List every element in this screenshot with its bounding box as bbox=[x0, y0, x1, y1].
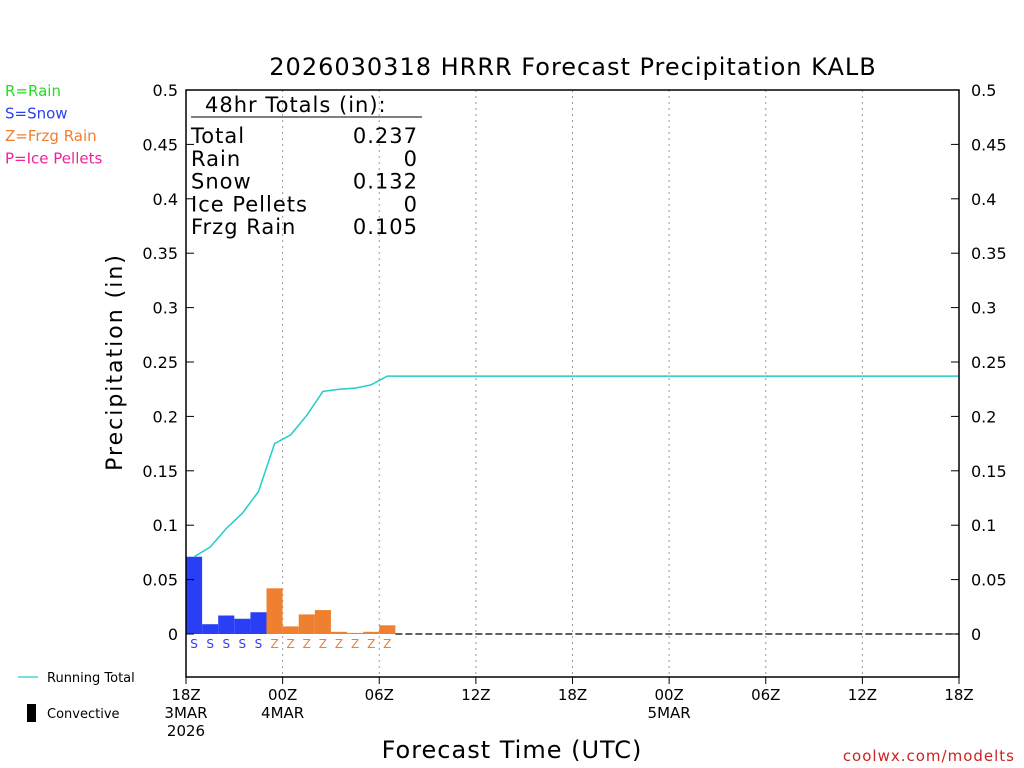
x-tick-label: 06Z bbox=[751, 686, 780, 704]
chart-title: 2026030318 HRRR Forecast Precipitation K… bbox=[269, 53, 876, 81]
running-total-polyline bbox=[193, 375, 959, 558]
x-tick-label: 5MAR bbox=[648, 704, 691, 722]
series-legend-label: Convective bbox=[47, 707, 120, 722]
y-tick-label: 0.1 bbox=[971, 516, 996, 535]
precip-type-label: S bbox=[190, 637, 198, 651]
precip-type-label: Z bbox=[335, 637, 343, 651]
x-axis-label: Forecast Time (UTC) bbox=[382, 736, 643, 764]
x-tick-label: 18Z bbox=[171, 686, 200, 704]
totals-row-value: 0 bbox=[404, 147, 418, 171]
precip-bar-8 bbox=[298, 614, 315, 634]
y-tick-label: 0.45 bbox=[142, 135, 178, 154]
x-tick-label: 18Z bbox=[944, 686, 973, 704]
precip-bar-13 bbox=[379, 625, 396, 634]
precip-bar-7 bbox=[282, 626, 299, 634]
credit-text: coolwx.com/modelts bbox=[843, 747, 1015, 765]
totals-row-label: Snow bbox=[191, 170, 252, 194]
series-legend: Running Total Convective bbox=[18, 671, 135, 722]
precip-bar-10 bbox=[330, 631, 348, 634]
y-tick-label: 0.05 bbox=[142, 571, 178, 590]
y-tick-label: 0.25 bbox=[971, 353, 1007, 372]
precip-type-label: Z bbox=[270, 637, 278, 651]
y-tick-label: 0.4 bbox=[153, 190, 178, 209]
x-tick-label: 2026 bbox=[167, 722, 205, 740]
y-tick-label: 0.4 bbox=[971, 190, 996, 209]
precip-type-label: S bbox=[206, 637, 214, 651]
y-tick-label: 0.2 bbox=[971, 407, 996, 426]
precip-type-label: S bbox=[239, 637, 247, 651]
hourly-precip-bars bbox=[186, 556, 396, 634]
totals-row-value: 0.132 bbox=[353, 170, 418, 194]
precip-type-label: Z bbox=[319, 637, 327, 651]
totals-box: 48hr Totals (in): Total 0.237 Rain 0 Snow 0.13… bbox=[190, 93, 422, 239]
totals-row-label: Ice Pellets bbox=[191, 192, 308, 216]
y-tick-label: 0.1 bbox=[153, 516, 178, 535]
totals-row-value: 0.105 bbox=[353, 215, 418, 239]
type-legend-item: R=Rain bbox=[5, 82, 61, 100]
y-tick-label: 0.45 bbox=[971, 135, 1007, 154]
precip-bar-2 bbox=[202, 624, 219, 634]
precip-type-label: Z bbox=[351, 637, 359, 651]
precip-bar-1 bbox=[186, 556, 203, 634]
series-legend-label: Running Total bbox=[47, 671, 135, 686]
precip-type-label: Z bbox=[303, 637, 311, 651]
y-tick-label: 0 bbox=[971, 625, 981, 644]
precip-bar-11 bbox=[347, 632, 364, 634]
precip-type-label: S bbox=[222, 637, 230, 651]
precip-bar-9 bbox=[314, 610, 331, 634]
running-total-line bbox=[193, 375, 959, 558]
precip-bar-4 bbox=[234, 618, 251, 634]
precip-type-label: Z bbox=[367, 637, 375, 651]
x-tick-label: 00Z bbox=[268, 686, 297, 704]
totals-row-label: Frzg Rain bbox=[191, 215, 296, 239]
convective-legend-swatch bbox=[27, 704, 36, 722]
y-tick-label: 0.5 bbox=[153, 81, 178, 100]
precip-type-label: Z bbox=[287, 637, 295, 651]
y-tick-label: 0.35 bbox=[971, 244, 1007, 263]
precip-bar-3 bbox=[218, 615, 235, 634]
precip-type-label: S bbox=[255, 637, 263, 651]
totals-row-label: Rain bbox=[191, 147, 241, 171]
x-tick-label: 12Z bbox=[848, 686, 877, 704]
totals-row-value: 0.237 bbox=[353, 124, 418, 148]
y-axis-right-ticks: 0 0.05 0.1 0.15 0.2 0.25 0.3 0.35 0.4 0.45 0.5 bbox=[951, 81, 1007, 644]
y-tick-label: 0.15 bbox=[142, 462, 178, 481]
y-tick-label: 0.15 bbox=[971, 462, 1007, 481]
x-tick-label: 00Z bbox=[654, 686, 683, 704]
y-axis-left-ticks: 0 0.05 0.1 0.15 0.2 0.25 0.3 0.35 0.4 0.45 0.5 bbox=[142, 81, 194, 644]
y-tick-label: 0.05 bbox=[971, 571, 1007, 590]
y-tick-label: 0.35 bbox=[142, 244, 178, 263]
totals-row-value: 0 bbox=[404, 192, 418, 216]
y-tick-label: 0.5 bbox=[971, 81, 996, 100]
y-tick-label: 0 bbox=[168, 625, 178, 644]
totals-heading: 48hr Totals (in): bbox=[205, 93, 387, 117]
y-tick-label: 0.25 bbox=[142, 353, 178, 372]
type-legend-item: S=Snow bbox=[5, 105, 68, 123]
y-tick-label: 0.3 bbox=[153, 299, 178, 318]
precip-type-label: Z bbox=[383, 637, 391, 651]
x-tick-label: 18Z bbox=[558, 686, 587, 704]
x-tick-label: 3MAR bbox=[164, 704, 207, 722]
type-legend-item: Z=Frzg Rain bbox=[5, 127, 97, 145]
precip-bar-5 bbox=[250, 612, 267, 634]
precip-type-legend: R=Rain S=Snow Z=Frzg Rain P=Ice Pellets bbox=[5, 82, 102, 168]
x-tick-label: 06Z bbox=[365, 686, 394, 704]
precip-bar-12 bbox=[363, 631, 380, 634]
x-tick-label: 12Z bbox=[461, 686, 490, 704]
type-legend-item: P=Ice Pellets bbox=[5, 150, 102, 168]
totals-row-label: Total bbox=[190, 124, 245, 148]
precip-bar-6 bbox=[266, 588, 283, 634]
y-tick-label: 0.3 bbox=[971, 299, 996, 318]
y-tick-label: 0.2 bbox=[153, 407, 178, 426]
x-tick-label: 4MAR bbox=[261, 704, 304, 722]
grid-lines bbox=[282, 90, 863, 677]
y-axis-label: Precipitation (in) bbox=[103, 253, 128, 471]
